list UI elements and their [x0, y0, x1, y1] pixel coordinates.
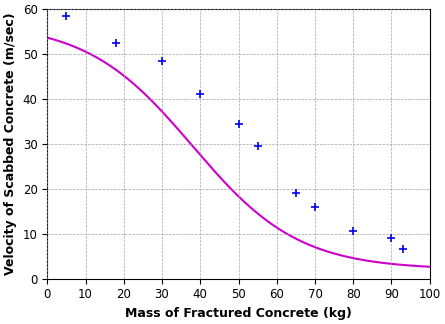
Point [254, 144, 261, 149]
Point [235, 121, 242, 126]
Point [350, 229, 357, 234]
Point [292, 191, 299, 196]
Point [399, 247, 406, 252]
Point [63, 13, 70, 18]
Point [113, 40, 120, 45]
Point [312, 204, 319, 209]
Point [388, 236, 395, 241]
Point [158, 58, 166, 64]
Point [197, 92, 204, 97]
Y-axis label: Velocity of Scabbed Concrete (m/sec): Velocity of Scabbed Concrete (m/sec) [4, 13, 17, 275]
X-axis label: Mass of Fractured Concrete (kg): Mass of Fractured Concrete (kg) [125, 307, 352, 320]
